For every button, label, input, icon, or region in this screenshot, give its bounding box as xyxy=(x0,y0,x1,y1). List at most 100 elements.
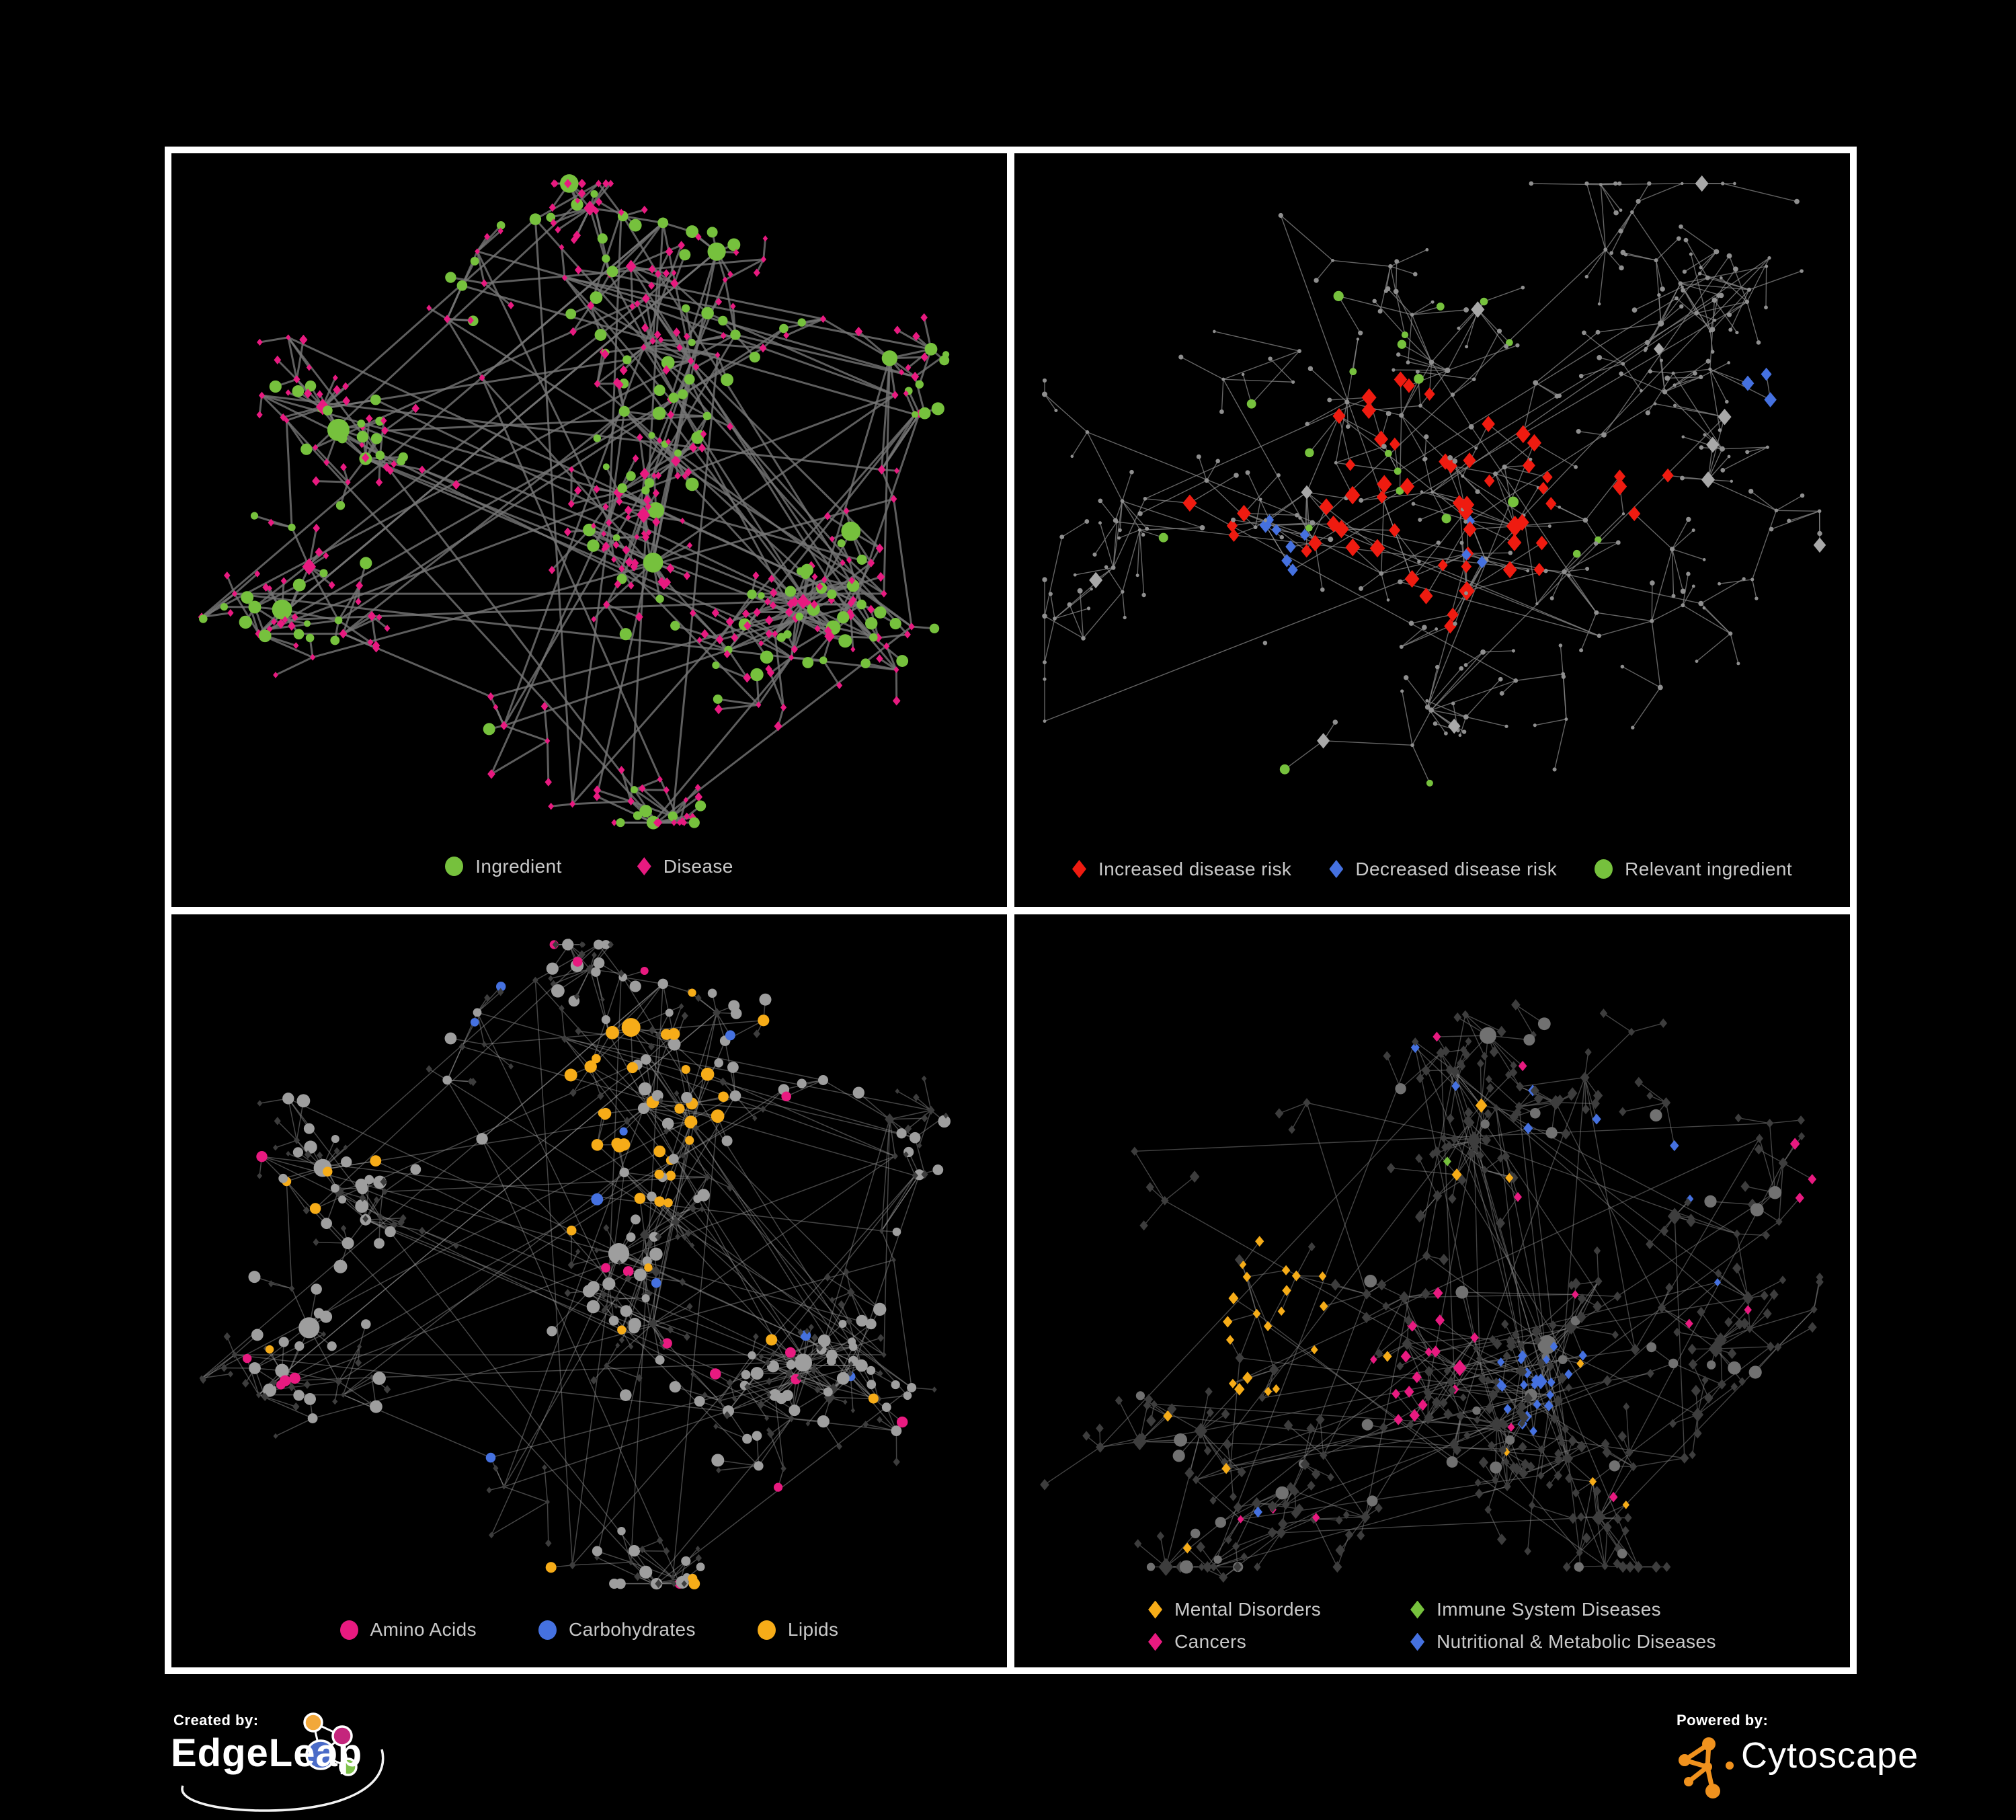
network-edge xyxy=(494,706,506,727)
network-node-diamond xyxy=(1564,1453,1573,1464)
network-node-diamond xyxy=(618,208,624,216)
network-node-diamond xyxy=(1402,1337,1412,1350)
network-edge xyxy=(813,1364,834,1389)
network-node-circle xyxy=(1120,499,1125,504)
network-node-circle xyxy=(1691,528,1695,532)
network-edge xyxy=(1685,239,1708,278)
network-edge xyxy=(724,258,765,281)
network-edge xyxy=(1769,1119,1802,1123)
network-node-circle xyxy=(1721,182,1725,186)
network-edge xyxy=(1414,1046,1484,1380)
network-edge xyxy=(1099,1441,1141,1448)
network-node-diamond xyxy=(1278,1517,1288,1530)
network-node-circle xyxy=(647,1191,657,1201)
network-node-circle xyxy=(909,1132,921,1143)
network-node-circle xyxy=(1394,259,1400,264)
network-edge xyxy=(772,1366,830,1398)
network-node-circle xyxy=(784,586,797,597)
network-edge xyxy=(1430,416,1726,711)
network-edge xyxy=(774,1348,822,1396)
network-node-diamond xyxy=(1798,1132,1806,1140)
network-nodes xyxy=(1042,175,1826,787)
network-node-circle xyxy=(370,1400,382,1413)
network-node-circle xyxy=(1141,592,1146,598)
network-node-circle xyxy=(1703,433,1707,437)
network-edge xyxy=(1749,1294,1775,1329)
network-edge xyxy=(1268,491,1307,520)
network-edge xyxy=(1751,579,1757,599)
network-node-circle xyxy=(1344,399,1350,405)
network-node-circle xyxy=(1196,454,1201,459)
network-edge xyxy=(1453,1357,1480,1445)
network-edge xyxy=(908,1109,932,1130)
network-node-circle xyxy=(749,352,760,363)
network-edge xyxy=(1368,397,1382,440)
network-node-diamond xyxy=(1475,1488,1484,1499)
network-edge xyxy=(1427,668,1462,708)
network-node-diamond xyxy=(1459,581,1475,601)
network-node-circle xyxy=(357,420,366,428)
network-node-diamond xyxy=(1445,458,1457,474)
network-edge xyxy=(1246,1269,1287,1277)
network-node-diamond xyxy=(601,530,606,537)
network-node-circle xyxy=(691,431,704,444)
network-node-circle xyxy=(1415,369,1420,374)
network-edge xyxy=(1338,416,1351,466)
network-node-diamond xyxy=(1659,1018,1668,1028)
network-node-diamond xyxy=(1399,1290,1410,1304)
network-node-circle xyxy=(801,563,813,577)
network-edge xyxy=(850,1291,872,1324)
network-node-diamond xyxy=(1549,1341,1558,1351)
network-node-circle xyxy=(685,1136,694,1145)
network-node-circle xyxy=(1468,424,1474,430)
network-edge xyxy=(1122,529,1141,592)
network-node-diamond xyxy=(629,1343,634,1349)
network-node-diamond xyxy=(769,601,776,610)
network-node-diamond xyxy=(1307,1242,1316,1251)
network-edge xyxy=(1206,461,1219,481)
network-edge xyxy=(461,1021,475,1047)
network-edge xyxy=(641,787,674,818)
network-edge xyxy=(1469,1121,1487,1140)
network-node-circle xyxy=(1455,1285,1469,1299)
network-edge xyxy=(342,1377,380,1395)
network-node-circle xyxy=(1480,297,1488,306)
network-node-diamond xyxy=(1167,1402,1177,1415)
network-node-circle xyxy=(881,1402,891,1412)
network-node-diamond xyxy=(836,681,843,689)
network-edge xyxy=(1454,1357,1480,1390)
network-node-circle xyxy=(668,393,679,403)
network-edge xyxy=(446,1045,463,1080)
network-edge xyxy=(1406,1343,1428,1393)
network-node-circle xyxy=(694,1395,705,1407)
network-node-diamond xyxy=(905,364,912,372)
network-node-diamond xyxy=(426,305,432,311)
network-edge xyxy=(1674,377,1701,386)
network-node-circle xyxy=(265,1345,274,1353)
network-edge xyxy=(608,273,824,320)
network-edge xyxy=(481,1138,729,1412)
network-node-diamond xyxy=(1471,301,1485,318)
network-node-circle xyxy=(758,1014,770,1026)
panel-disease-category-network: Mental Disorders Immune System Diseases Ca… xyxy=(1014,914,1850,1667)
network-node-circle xyxy=(678,389,688,399)
network-node-diamond xyxy=(680,1152,686,1158)
network-node-diamond xyxy=(696,637,702,643)
network-node-diamond xyxy=(355,1358,362,1367)
network-node-circle xyxy=(327,1341,337,1351)
network-node-circle xyxy=(669,1380,681,1392)
network-node-circle xyxy=(289,1372,300,1384)
network-edge xyxy=(652,1034,659,1103)
network-edge xyxy=(657,1221,677,1237)
network-node-diamond xyxy=(1420,1288,1430,1300)
network-node-circle xyxy=(1213,1554,1222,1564)
network-node-diamond xyxy=(1545,1480,1554,1489)
network-node-diamond xyxy=(641,293,650,304)
network-node-circle xyxy=(827,589,837,600)
network-edge xyxy=(1284,740,1324,770)
network-node-circle xyxy=(682,304,690,313)
network-node-circle xyxy=(1694,311,1699,315)
network-node-circle xyxy=(679,249,691,261)
network-edge xyxy=(1575,1480,1594,1493)
network-edge xyxy=(1466,542,1543,592)
